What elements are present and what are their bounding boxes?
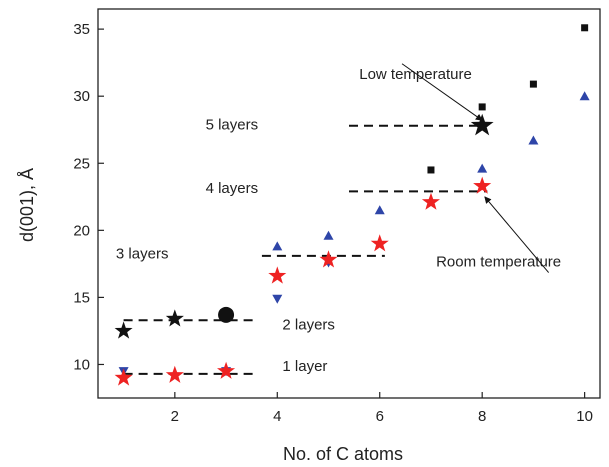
data-point-triangle-down	[272, 294, 283, 304]
data-point-square	[427, 166, 435, 174]
annotation-arrow	[401, 63, 483, 121]
y-axis-label: d(001), Å	[17, 168, 37, 242]
layer-annotation: Low temperature	[359, 66, 472, 83]
data-point-star	[319, 250, 338, 268]
data-point-star	[114, 368, 133, 386]
y-tick-label: 10	[73, 356, 90, 373]
data-point-star	[370, 234, 389, 252]
x-tick-label: 10	[576, 408, 593, 425]
data-point-square	[478, 103, 486, 111]
x-tick-label: 8	[478, 408, 486, 425]
layer-annotation: 1 layer	[282, 358, 327, 375]
y-tick-label: 20	[73, 222, 90, 239]
data-point-triangle-up	[477, 163, 488, 173]
x-tick-label: 4	[273, 408, 281, 425]
plot-area: 1 layer 2 layers 3 layers 4 layers 5 layers L…	[114, 24, 590, 386]
plot-frame	[97, 8, 601, 399]
y-tick-label: 15	[73, 289, 90, 306]
layer-annotation: 2 layers	[282, 317, 335, 334]
x-axis-label: No. of C atoms	[283, 444, 403, 464]
data-point-star	[165, 365, 184, 383]
data-point-triangle-up	[528, 135, 539, 145]
layer-annotation: 4 layers	[206, 180, 259, 197]
layer-annotation: 5 layers	[206, 117, 259, 134]
data-point-square	[529, 80, 537, 88]
data-point-star	[473, 176, 492, 194]
layer-annotation: Room temperature	[436, 254, 561, 271]
data-point-triangle-up	[374, 205, 385, 215]
data-point-star	[268, 266, 287, 284]
x-tick-label: 2	[171, 408, 179, 425]
data-point-triangle-up	[579, 91, 590, 101]
y-tick-label: 35	[73, 21, 90, 38]
y-tick-label: 30	[73, 88, 90, 105]
data-point-star	[421, 192, 440, 210]
data-point-triangle-up	[272, 241, 283, 251]
data-point-square	[581, 24, 589, 32]
x-tick-label: 6	[376, 408, 384, 425]
data-point-star	[470, 113, 494, 136]
annotation-arrow	[484, 196, 550, 273]
axes: 2 4 6 8 10 10 15 20 25 30 35	[73, 21, 593, 425]
layer-annotation: 3 layers	[116, 245, 169, 262]
data-point-star	[165, 309, 184, 327]
data-point-star	[114, 321, 133, 339]
data-point-star	[217, 361, 236, 379]
data-point-triangle-up	[323, 230, 334, 240]
data-point-circle	[218, 306, 235, 323]
y-tick-label: 25	[73, 155, 90, 172]
